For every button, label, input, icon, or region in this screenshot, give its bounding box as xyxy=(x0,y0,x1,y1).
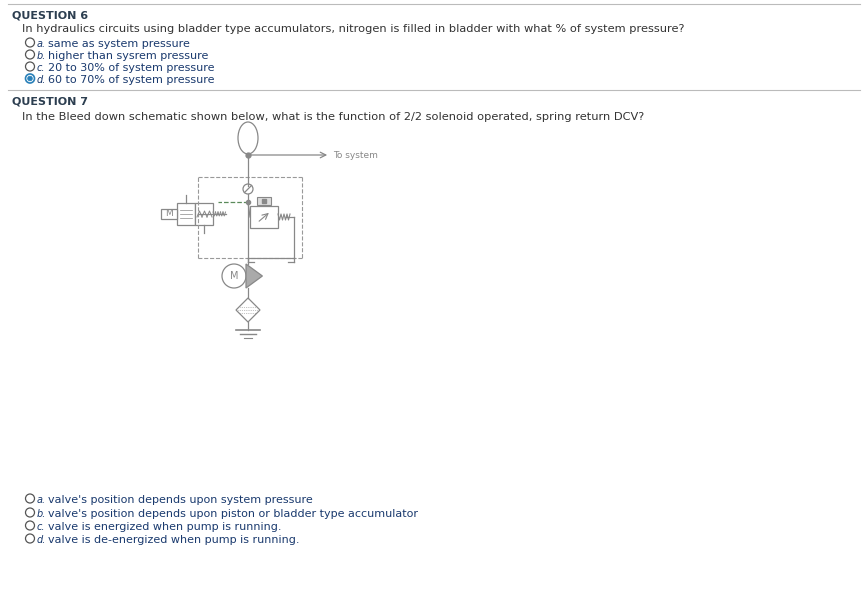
Circle shape xyxy=(25,494,35,503)
Circle shape xyxy=(25,62,35,71)
Circle shape xyxy=(25,521,35,530)
Polygon shape xyxy=(236,298,260,322)
Text: b.: b. xyxy=(37,51,46,61)
Bar xyxy=(195,203,213,225)
Circle shape xyxy=(25,74,35,83)
Text: valve is energized when pump is running.: valve is energized when pump is running. xyxy=(48,522,281,532)
Text: c.: c. xyxy=(37,522,45,532)
Bar xyxy=(177,203,195,225)
Circle shape xyxy=(25,50,35,59)
Text: In hydraulics circuits using bladder type accumulators, nitrogen is filled in bl: In hydraulics circuits using bladder typ… xyxy=(22,24,685,34)
Circle shape xyxy=(25,38,35,47)
Text: d.: d. xyxy=(37,75,46,85)
Text: To system: To system xyxy=(333,150,378,159)
Bar xyxy=(250,206,278,228)
Text: M: M xyxy=(230,271,238,281)
Bar xyxy=(161,209,177,219)
Text: M: M xyxy=(165,210,173,218)
Text: 60 to 70% of system pressure: 60 to 70% of system pressure xyxy=(48,75,214,85)
Circle shape xyxy=(25,534,35,543)
Text: a.: a. xyxy=(37,495,46,505)
Circle shape xyxy=(28,76,32,81)
Polygon shape xyxy=(246,264,262,288)
Text: QUESTION 6: QUESTION 6 xyxy=(12,11,89,21)
Text: d.: d. xyxy=(37,535,46,545)
Text: higher than sysrem pressure: higher than sysrem pressure xyxy=(48,51,208,61)
Text: b.: b. xyxy=(37,509,46,519)
Text: same as system pressure: same as system pressure xyxy=(48,39,190,49)
Text: QUESTION 7: QUESTION 7 xyxy=(12,97,88,107)
Text: valve's position depends upon piston or bladder type accumulator: valve's position depends upon piston or … xyxy=(48,509,418,519)
Text: In the Bleed down schematic shown below, what is the function of 2/2 solenoid op: In the Bleed down schematic shown below,… xyxy=(22,112,644,122)
Ellipse shape xyxy=(238,122,258,154)
Bar xyxy=(257,197,271,205)
Text: 20 to 30% of system pressure: 20 to 30% of system pressure xyxy=(48,63,214,73)
Circle shape xyxy=(222,264,246,288)
Text: valve's position depends upon system pressure: valve's position depends upon system pre… xyxy=(48,495,312,505)
Circle shape xyxy=(25,508,35,517)
Text: c.: c. xyxy=(37,63,45,73)
Circle shape xyxy=(243,184,253,194)
Text: a.: a. xyxy=(37,39,46,49)
Text: valve is de-energized when pump is running.: valve is de-energized when pump is runni… xyxy=(48,535,299,545)
